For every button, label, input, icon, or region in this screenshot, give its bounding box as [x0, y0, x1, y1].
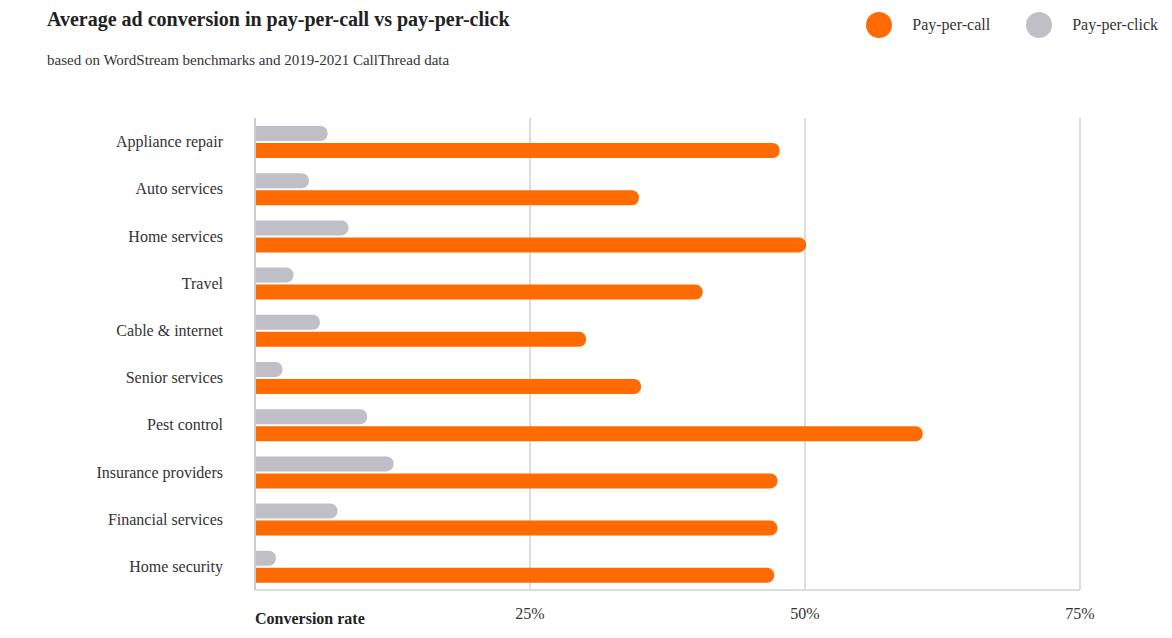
svg-text:Appliance repair: Appliance repair	[116, 133, 224, 151]
svg-text:Senior services: Senior services	[126, 369, 223, 386]
html-text:Pay-per-call: Pay-per-call	[912, 16, 991, 33]
svg-text:Pest control: Pest control	[147, 416, 224, 433]
html-text:Average ad conversion in pay-p: Average ad conversion in pay-per-call vs…	[47, 8, 510, 30]
svg-text:50%: 50%	[790, 605, 819, 622]
html-text:Conversion rate: Conversion rate	[255, 610, 365, 627]
svg-text:Home security: Home security	[129, 558, 223, 576]
svg-text:Insurance providers: Insurance providers	[96, 464, 223, 482]
svg-text:Home services: Home services	[128, 228, 223, 245]
html-text:based on WordStream benchmarks: based on WordStream benchmarks and 2019-…	[47, 52, 450, 68]
svg-text:Auto services: Auto services	[135, 180, 223, 197]
html-text:Pay-per-click: Pay-per-click	[1072, 16, 1158, 33]
svg-text:Cable & internet: Cable & internet	[116, 322, 223, 339]
svg-text:25%: 25%	[515, 605, 544, 622]
svg-text:Financial services: Financial services	[108, 511, 223, 528]
svg-text:75%: 75%	[1065, 605, 1094, 622]
svg-text:Travel: Travel	[182, 275, 224, 292]
